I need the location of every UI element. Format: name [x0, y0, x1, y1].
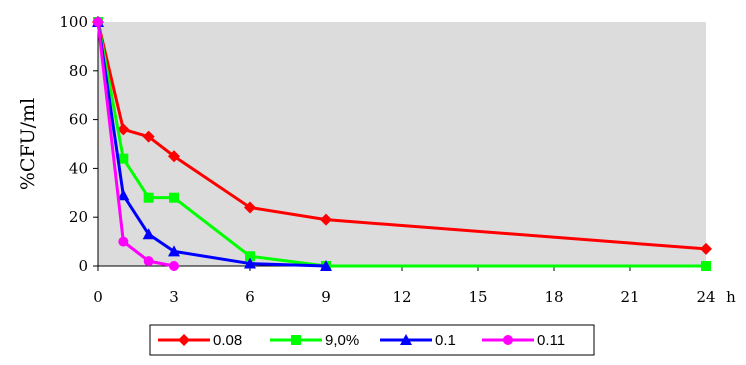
data-point [700, 242, 712, 255]
data-point [93, 17, 103, 27]
legend-item: 0.08 [158, 332, 242, 349]
legend-swatch-marker [400, 334, 412, 345]
x-tick-label: 3 [169, 288, 179, 306]
x-axis-label: h [726, 288, 736, 306]
legend-item: 0.11 [482, 332, 565, 349]
data-point [168, 150, 180, 163]
y-axis-ticks: 0 20 40 60 80 100 [59, 13, 98, 275]
data-point [169, 261, 179, 271]
data-point [117, 189, 130, 201]
x-tick-label: 18 [544, 288, 563, 306]
legend-label: 0.11 [537, 332, 565, 349]
data-point [320, 260, 332, 271]
data-point [701, 261, 711, 271]
x-tick-label: 12 [392, 288, 411, 306]
legend-item: 0.1 [380, 332, 456, 349]
data-point [118, 236, 129, 247]
x-tick-label: 0 [93, 288, 103, 306]
y-axis-label: %CFU/ml [17, 98, 39, 190]
data-point [118, 153, 129, 164]
data-point [245, 251, 255, 262]
x-tick-label: 24 [696, 288, 715, 306]
data-point [143, 192, 154, 203]
legend-label: 0.08 [213, 332, 242, 349]
y-tick-label: 40 [69, 159, 88, 177]
y-tick-label: 20 [69, 208, 88, 226]
data-point [169, 192, 179, 203]
data-point [168, 245, 180, 257]
data-point [142, 130, 155, 143]
x-tick-label: 6 [245, 288, 255, 306]
legend-label: 0.1 [435, 332, 456, 349]
series-line [96, 21, 175, 268]
x-tick-label: 21 [620, 288, 639, 306]
data-point [143, 256, 154, 267]
legend: 0.08 9,0% 0.1 0.11 [149, 324, 595, 356]
data-point [117, 123, 130, 136]
x-tick-label: 9 [321, 288, 331, 306]
y-tick-label: 0 [78, 257, 88, 275]
x-axis-ticks: 0 3 6 9 12 15 18 21 24 [93, 266, 716, 306]
y-tick-label: 100 [59, 13, 88, 31]
legend-items: 0.08 9,0% 0.1 0.11 [158, 332, 565, 349]
data-point [320, 213, 332, 226]
data-point [244, 201, 256, 214]
series-layer [92, 16, 712, 271]
y-tick-label: 80 [69, 62, 88, 80]
series-line [96, 21, 327, 268]
plot-area [98, 22, 706, 266]
data-point [244, 257, 256, 269]
legend-item: 9,0% [270, 332, 359, 349]
data-point [142, 228, 155, 240]
legend-swatch-marker [291, 335, 301, 345]
series-0.11 [93, 17, 179, 271]
legend-label: 9,0% [325, 332, 359, 349]
y-tick-label: 60 [69, 111, 88, 129]
legend-swatch-marker [178, 334, 190, 346]
x-tick-label: 15 [468, 288, 487, 306]
legend-swatch-marker [503, 335, 513, 345]
